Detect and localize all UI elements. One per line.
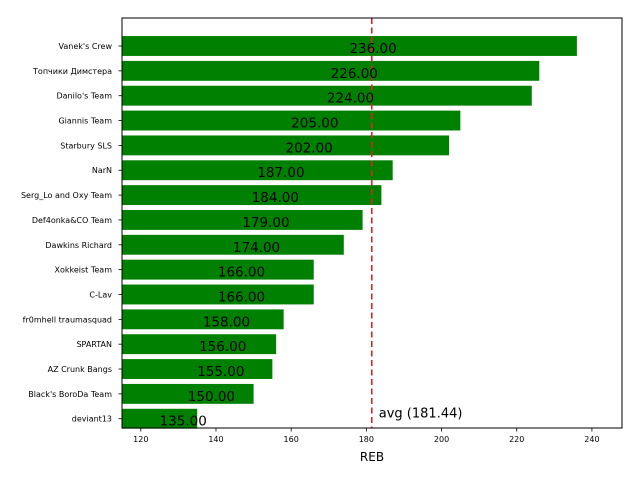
category-label: Serg_Lo and Oxy Team [21,191,112,200]
bar [122,234,344,255]
category-label: Danilo's Team [56,92,112,101]
x-tick-label: 180 [359,435,374,444]
bar [122,284,314,305]
bar-value-label: 184.00 [252,190,299,206]
category-axis: Vanek's Crew Топчики Димстера Danilo's Tea… [21,42,122,424]
bar-value-label: 205.00 [291,116,338,132]
bar [122,309,284,330]
bar-value-label: 202.00 [286,140,333,156]
plot-frame [121,17,623,429]
bar [122,359,273,379]
category-label: AZ Crunk Bangs [48,365,112,374]
bar-value-labels: 236.00 226.00 224.00 205.00 202.00 187.00 184.… [160,41,397,430]
bar-value-label: 150.00 [188,389,235,405]
x-tick-label: 220 [509,435,524,444]
bar [122,210,363,230]
bar [122,334,277,355]
bar [122,185,382,206]
bar-value-label: 187.00 [257,165,304,181]
bar [122,383,254,404]
bar [122,60,540,81]
bar-value-label: 179.00 [242,215,289,231]
category-label: Vanek's Crew [59,42,113,51]
bar [122,110,461,131]
category-label: NarN [92,166,112,175]
category-label: SPARTAN [76,340,112,349]
category-label: deviant13 [72,415,112,424]
category-label: C-Lav [89,290,112,299]
category-label: Def4onka&CO Team [32,216,112,225]
bar-value-label: 135.00 [160,414,207,430]
x-tick-label: 120 [133,435,148,444]
category-label: fr0mhell traumasquad [23,315,112,324]
bar-value-label: 224.00 [327,91,374,107]
bar [122,160,393,181]
x-tick-label: 200 [434,435,449,444]
bar [122,259,314,280]
bar [122,36,577,56]
bar [122,408,198,429]
average-label: avg (181.44) [379,407,463,422]
bar [122,135,450,156]
x-tick-label: 140 [208,435,223,444]
category-label: Black's BoroDa Team [28,390,112,399]
bar [122,85,532,106]
category-label: Xokkeist Team [55,266,113,275]
category-label: Dawkins Richard [45,241,112,250]
category-label: Starbury SLS [60,141,112,150]
bar-value-label: 174.00 [233,240,280,256]
bar-value-label: 158.00 [203,314,250,330]
bar-value-label: 166.00 [218,265,265,281]
x-axis: 120 140 160 180 200 220 240 [133,428,600,444]
bar-value-label: 156.00 [199,339,246,355]
x-tick-label: 240 [584,435,599,444]
bars [122,36,577,429]
x-axis-title: REB [360,450,384,464]
category-label: Giannis Team [58,117,112,126]
category-label: Топчики Димстера [32,67,112,76]
bar-value-label: 236.00 [349,41,396,57]
x-tick-label: 160 [284,435,299,444]
bar-value-label: 226.00 [331,66,378,82]
bar-value-label: 166.00 [218,289,265,305]
bar-value-label: 155.00 [197,364,244,380]
